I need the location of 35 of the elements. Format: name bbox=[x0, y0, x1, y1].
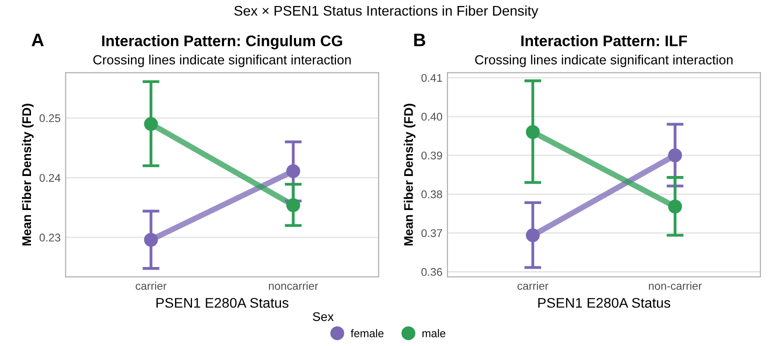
text: B bbox=[414, 34, 426, 46]
chart-subtitle: Crossing lines indicate significant interaction bbox=[93, 54, 351, 68]
point bbox=[286, 198, 300, 212]
x-axis-title: PSEN1 E280A Status bbox=[538, 298, 670, 308]
y-tick-label: 0.24 bbox=[40, 174, 60, 182]
y-tick-label: 0.25 bbox=[40, 114, 60, 122]
point bbox=[526, 125, 540, 139]
legend-label: female bbox=[350, 329, 384, 338]
x-axis-title: PSEN1 E280A Status bbox=[156, 298, 288, 308]
x-tick-label: carrier bbox=[518, 282, 548, 290]
x-tick-label: non-carrier bbox=[648, 282, 702, 290]
x-tick-label: carrier bbox=[136, 282, 167, 290]
y-axis-title: Mean Fiber Density (FD) bbox=[22, 104, 34, 246]
y-tick-label: 0.38 bbox=[421, 190, 442, 198]
point bbox=[144, 117, 158, 131]
point bbox=[668, 200, 682, 214]
point bbox=[144, 232, 158, 247]
point bbox=[526, 228, 540, 242]
chart-title: Interaction Pattern: ILF bbox=[521, 35, 687, 46]
text: Sex × PSEN1 Status Interactions in Fiber Density bbox=[234, 6, 538, 18]
legend-label: male bbox=[422, 329, 446, 338]
y-axis-title: Mean Fiber Density (FD) bbox=[404, 104, 416, 246]
y-tick-label: 0.36 bbox=[421, 268, 442, 276]
x-tick-label: noncarrier bbox=[268, 282, 318, 290]
chart-title: Interaction Pattern: Cingulum CG bbox=[102, 35, 342, 50]
y-tick-label: 0.39 bbox=[421, 152, 442, 160]
point bbox=[286, 164, 300, 178]
y-tick-label: 0.23 bbox=[40, 234, 60, 242]
y-tick-label: 0.41 bbox=[421, 74, 442, 82]
point bbox=[668, 148, 682, 162]
y-tick-label: 0.37 bbox=[421, 229, 442, 238]
y-tick-label: 0.40 bbox=[421, 112, 442, 121]
legend-title: Sex bbox=[312, 312, 334, 322]
chart-subtitle: Crossing lines indicate significant interaction bbox=[475, 54, 733, 68]
text: A bbox=[32, 34, 44, 46]
